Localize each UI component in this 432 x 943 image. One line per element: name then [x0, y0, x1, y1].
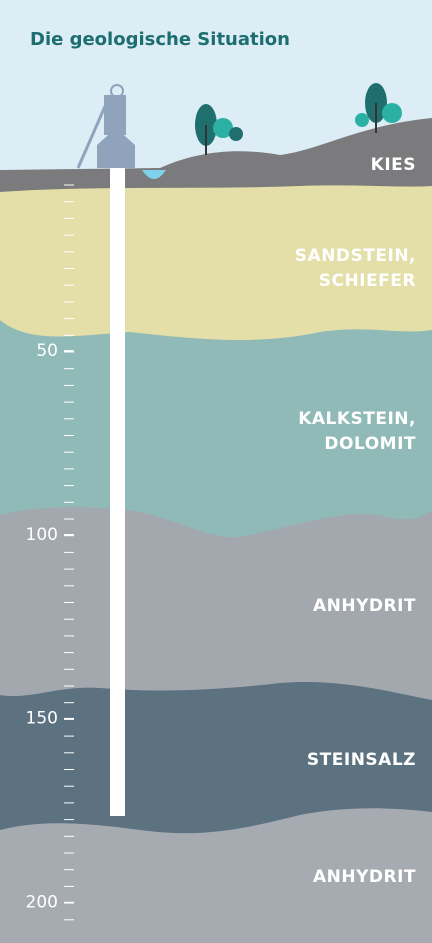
layer-labels: KIES SANDSTEIN, SCHIEFER KALKSTEIN, DOLOMIT A…	[295, 155, 416, 887]
tick-label: 50	[36, 341, 58, 361]
layer-label: STEINSALZ	[307, 750, 416, 770]
building	[97, 128, 135, 168]
title: Die geologische Situation	[30, 29, 290, 50]
depth-axis: 50 100 150 200	[26, 184, 74, 921]
wheel	[110, 84, 124, 98]
layer-label: KALKSTEIN,	[298, 409, 416, 429]
layer-label: ANHYDRIT	[313, 867, 416, 887]
layer-anhydrit-2	[0, 808, 432, 943]
layer-label: DOLOMIT	[324, 434, 416, 454]
layer-label: SANDSTEIN,	[295, 246, 416, 266]
headframe	[104, 95, 126, 135]
tree	[229, 127, 243, 141]
layer-label: KIES	[371, 155, 416, 175]
tree	[355, 113, 369, 127]
tick-label: 200	[26, 893, 58, 913]
layer-label: ANHYDRIT	[313, 596, 416, 616]
shaft	[110, 168, 125, 816]
layer-label: SCHIEFER	[319, 271, 416, 291]
tree	[213, 118, 233, 138]
pond	[142, 170, 166, 179]
tick-label: 100	[26, 525, 58, 545]
tree	[382, 103, 402, 123]
tick-label: 150	[26, 709, 58, 729]
